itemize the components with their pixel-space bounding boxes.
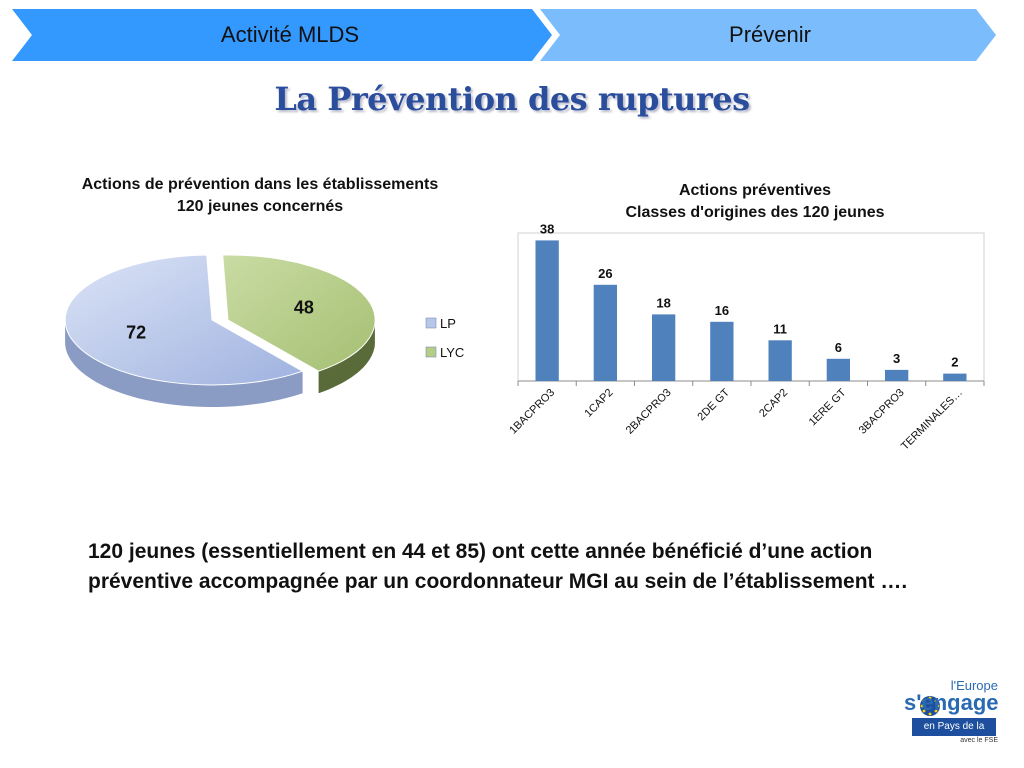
body-paragraph: 120 jeunes (essentiellement en 44 et 85)…	[88, 540, 908, 593]
pie-slice-top	[222, 254, 376, 372]
bar-category-label: 1BACPRO3	[507, 387, 557, 437]
bar-category-label: 2CAP2	[757, 387, 790, 420]
pie-value-label: 72	[126, 322, 146, 342]
legend-swatch-lyc	[425, 346, 437, 358]
pie-value-label: 48	[294, 298, 314, 318]
bar-value-label: 18	[656, 295, 670, 310]
bar-3bacpro3	[885, 369, 909, 381]
eu-stars-icon	[920, 696, 940, 716]
legend-label-lyc: LYC	[440, 345, 464, 360]
bar-chart-title-block: Actions préventives Classes d'origines d…	[520, 180, 990, 224]
bar-category-label: 2DE GT	[695, 386, 732, 423]
bar-1ere-gt	[826, 358, 850, 381]
bar-1bacpro3	[535, 240, 559, 381]
pie-slice-side	[318, 321, 375, 394]
page-title: La Prévention des ruptures	[274, 80, 750, 118]
bar-2bacpro3	[652, 314, 676, 381]
pie-slice-side	[65, 322, 303, 407]
bar-value-label: 16	[715, 303, 729, 318]
pie-slice-top	[64, 254, 304, 386]
pie-chart: 72 48 LP LYC	[64, 254, 464, 407]
pie-slice-lyc: 48	[222, 254, 376, 394]
bar-value-label: 6	[835, 340, 842, 355]
bar-value-label: 2	[951, 355, 958, 370]
bar-value-label: 3	[893, 351, 900, 366]
tab-activite-mlds-shape[interactable]	[12, 9, 552, 61]
tab-activite-mlds-label[interactable]: Activité MLDS	[220, 22, 360, 47]
bar-value-label: 38	[540, 221, 554, 236]
bar-chart-subtitle: Classes d'origines des 120 jeunes	[625, 204, 885, 221]
bar-category-label: 2BACPRO3	[624, 387, 674, 437]
pie-chart-subtitle: 120 jeunes concernés	[176, 198, 344, 215]
bar-category-label: TERMINALES…	[899, 387, 965, 453]
bar-category-label: 3BACPRO3	[857, 387, 907, 437]
bar-value-label: 11	[773, 321, 787, 336]
logo-line-4: avec le FSE	[960, 737, 998, 744]
bar-chart-title: Actions préventives	[678, 182, 832, 199]
tab-prevenir-label[interactable]: Prévenir	[729, 22, 811, 47]
bar-1cap2	[593, 284, 617, 381]
bar-plot-area	[517, 232, 985, 382]
pie-slice-lp: 72	[64, 254, 304, 407]
bar-terminales-	[943, 373, 967, 381]
pie-legend: LP LYC	[425, 316, 464, 360]
logo-line-2: s'engage	[904, 690, 999, 715]
tab-prevenir-shape[interactable]	[540, 9, 996, 61]
logo-line-3: en Pays de la Loire	[912, 718, 996, 750]
bar-category-label: 1CAP2	[582, 387, 615, 420]
bar-value-label: 26	[598, 266, 612, 281]
pie-chart-title-block: Actions de prévention dans les établisse…	[40, 174, 480, 218]
bar-2cap2	[768, 340, 792, 381]
logo-line-1: l'Europe	[950, 678, 998, 693]
europe-fse-logo: l'Europe s'engage en Pays de la Loire av…	[900, 678, 1000, 750]
pie-chart-title: Actions de prévention dans les établisse…	[81, 176, 439, 193]
bar-category-label: 1ERE GT	[807, 386, 849, 428]
legend-label-lp: LP	[440, 316, 456, 331]
legend-swatch-lp	[425, 317, 437, 329]
bar-2de-gt	[710, 321, 734, 381]
header-chevrons	[12, 9, 996, 61]
